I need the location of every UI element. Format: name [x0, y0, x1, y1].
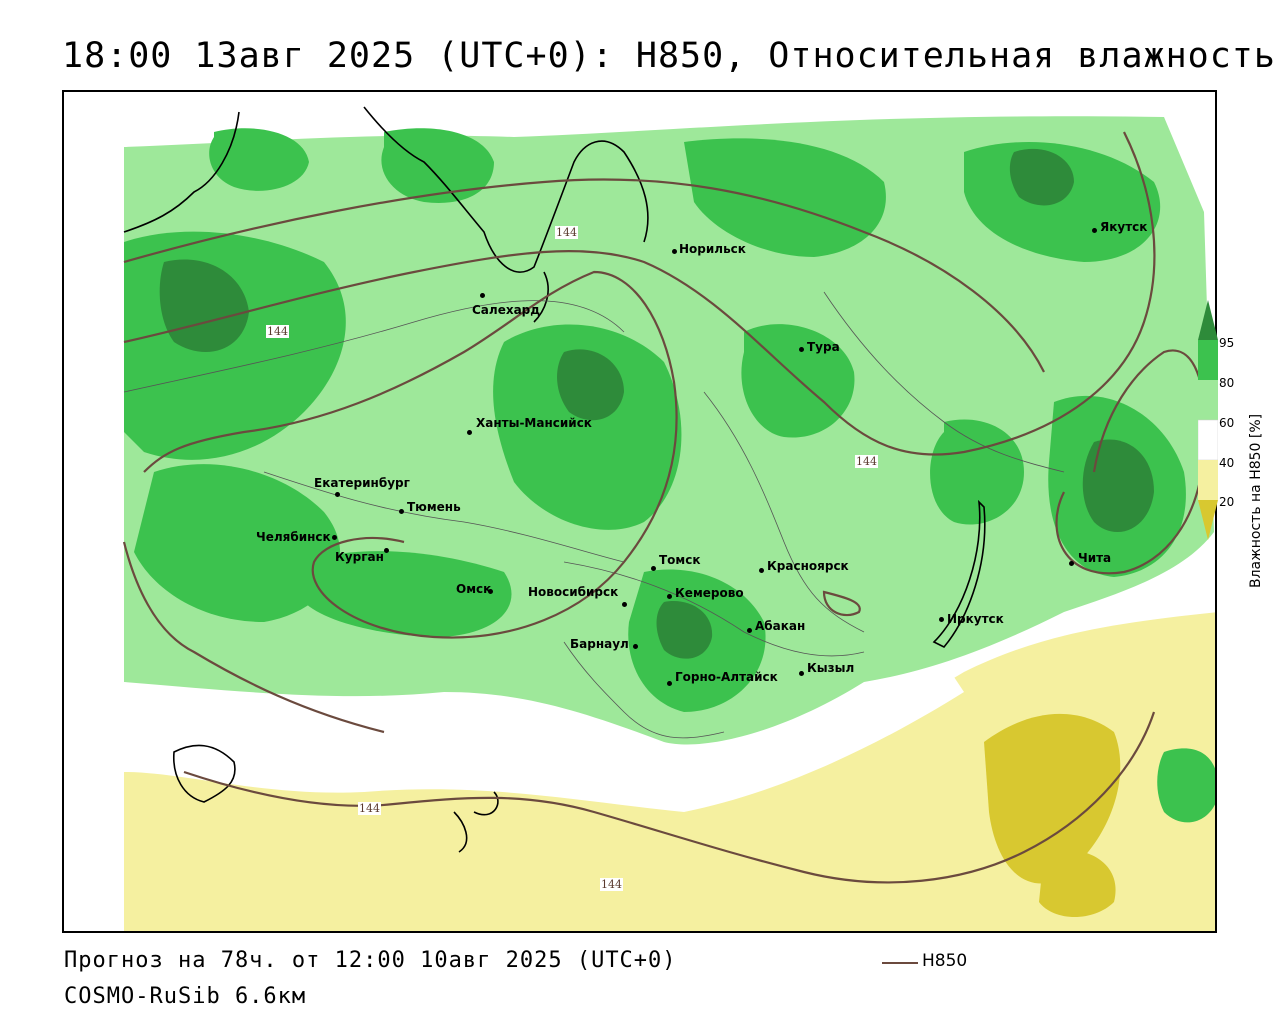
city-marker — [633, 644, 638, 649]
very-humid-blobs — [159, 148, 1154, 659]
city-marker — [672, 249, 677, 254]
colorbar-tick: 60 — [1219, 416, 1235, 430]
city-marker — [799, 671, 804, 676]
colorbar-tick: 80 — [1219, 376, 1235, 390]
city-marker — [667, 681, 672, 686]
city-marker — [384, 548, 389, 553]
colorbar-title: Влажность на H850 [%] — [1248, 413, 1264, 588]
city-label: Омск — [456, 582, 492, 596]
city-marker — [335, 492, 340, 497]
city-marker — [467, 430, 472, 435]
forecast-info: Прогноз на 78ч. от 12:00 10авг 2025 (UTC… — [64, 948, 677, 973]
city-marker — [939, 617, 944, 622]
city-label: Абакан — [755, 619, 806, 633]
colorbar-tick: 95 — [1219, 336, 1235, 350]
city-label: Горно-Алтайск — [675, 670, 778, 684]
city-marker — [622, 602, 627, 607]
city-label: Томск — [659, 553, 701, 567]
contour-legend-label: H850 — [922, 951, 968, 971]
city-label: Ханты-Мансийск — [476, 416, 592, 430]
city-marker — [651, 566, 656, 571]
colorbar-tick: 20 — [1219, 495, 1235, 509]
city-label: Челябинск — [256, 530, 331, 544]
city-label: Кемерово — [675, 586, 744, 600]
contour-label: 144 — [855, 455, 878, 468]
city-label: Новосибирск — [528, 585, 619, 599]
model-name: COSMO-RuSib 6.6км — [64, 984, 307, 1009]
city-label: Курган — [335, 550, 384, 564]
contour-label: 144 — [555, 226, 578, 239]
very-dry-patch-2 — [1039, 849, 1116, 917]
city-marker — [332, 535, 337, 540]
city-marker — [1092, 228, 1097, 233]
city-label: Иркутск — [947, 612, 1004, 626]
coastlines — [123, 106, 986, 853]
city-marker — [799, 347, 804, 352]
city-label: Чита — [1078, 551, 1112, 565]
contour-legend-line — [882, 962, 918, 964]
contour-label: 144 — [600, 878, 623, 891]
city-marker — [480, 293, 485, 298]
colorbar — [1198, 300, 1218, 540]
city-label: Кызыл — [807, 661, 855, 675]
city-label: Тура — [807, 340, 840, 354]
city-marker — [1069, 561, 1074, 566]
contour-label: 144 — [358, 802, 381, 815]
city-label: Красноярск — [767, 559, 849, 573]
city-marker — [399, 509, 404, 514]
city-label: Тюмень — [407, 500, 461, 514]
city-label: Норильск — [679, 242, 746, 256]
city-marker — [488, 589, 493, 594]
map-title: 18:00 13авг 2025 (UTC+0): H850, Относите… — [62, 36, 1276, 76]
city-marker — [759, 568, 764, 573]
map-panel — [62, 90, 1217, 933]
city-marker — [667, 594, 672, 599]
city-label: Екатеринбург — [314, 476, 410, 490]
city-label: Барнаул — [570, 637, 629, 651]
colorbar-tick: 40 — [1219, 456, 1235, 470]
very-dry-patch — [984, 713, 1121, 884]
city-marker — [747, 628, 752, 633]
humidity-map — [64, 92, 1215, 931]
contour-label: 144 — [266, 325, 289, 338]
city-label: Салехард — [472, 303, 540, 317]
city-label: Якутск — [1100, 220, 1148, 234]
